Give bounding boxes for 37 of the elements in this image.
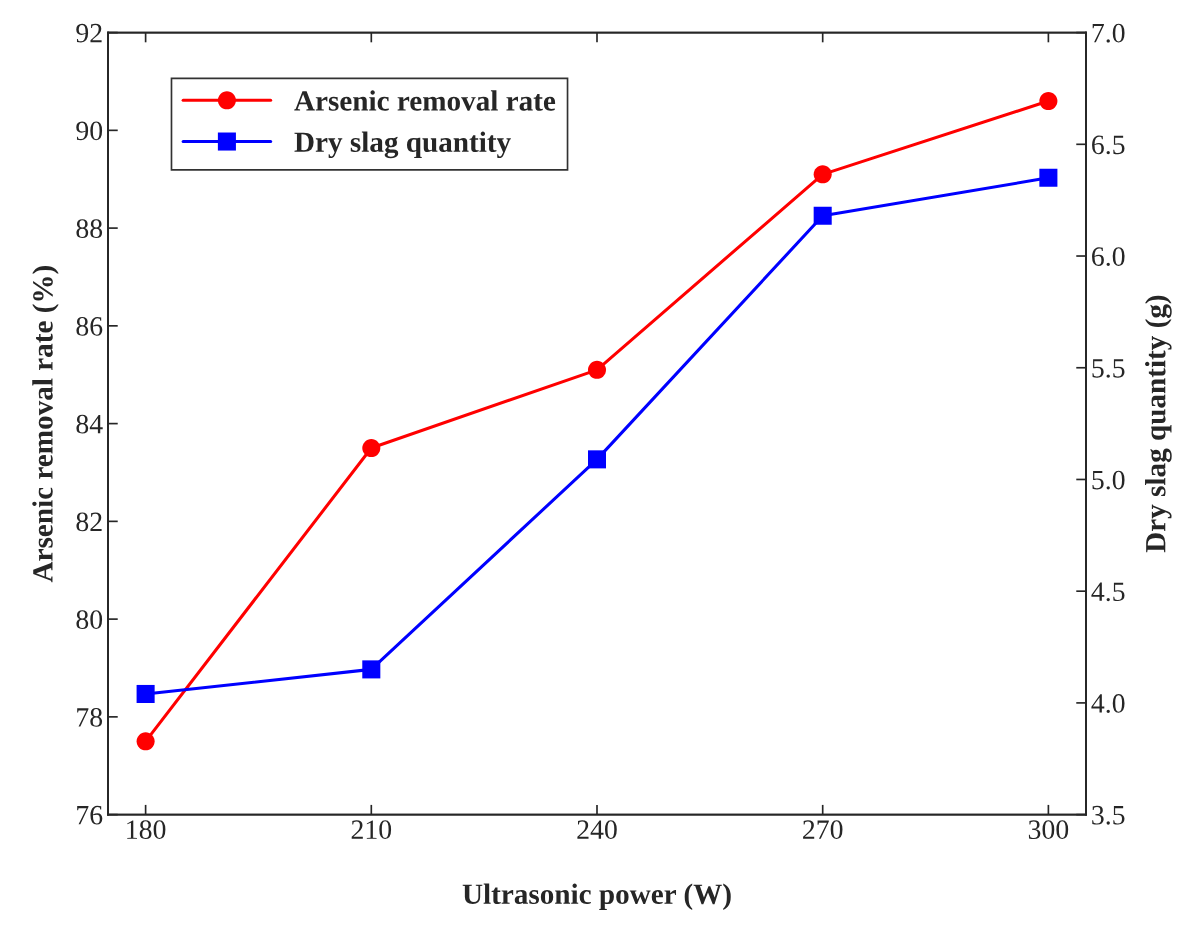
legend-label: Dry slag quantity: [294, 131, 511, 159]
y2-tick-label: 4.5: [1091, 582, 1125, 602]
y2-tick-label: 3.5: [1092, 805, 1125, 825]
point: [362, 439, 381, 458]
y-tick-label: 86: [76, 317, 103, 336]
y2-axis-title: Dry slag quantity (g): [1145, 295, 1172, 553]
y2-tick-label: 4.0: [1091, 694, 1125, 713]
point: [813, 165, 832, 184]
point: [136, 732, 155, 751]
y-tick-label: 82: [76, 512, 102, 532]
y-tick-label: 88: [76, 219, 103, 239]
y-axis-title: Arsenic removal rate (%): [32, 266, 59, 583]
x-axis-title: Ultrasonic power (W): [462, 883, 731, 911]
y2-tick-label: 5.0: [1092, 470, 1125, 490]
point: [587, 360, 607, 379]
y2-tick-label: 6.5: [1092, 135, 1125, 155]
y-tick-label: 76: [77, 805, 103, 825]
point: [1039, 168, 1058, 187]
point: [587, 450, 607, 469]
y-tick-label: 78: [77, 708, 103, 727]
x-tick-label: 270: [803, 820, 843, 840]
point: [362, 660, 381, 679]
point: [1039, 91, 1058, 111]
x-tick-label: 300: [1028, 820, 1069, 840]
y-tick-label: 80: [76, 610, 103, 630]
y2-tick-label: 5.5: [1092, 359, 1125, 378]
y2-tick-label: 7.0: [1092, 23, 1125, 43]
x-tick-label: 240: [577, 820, 617, 840]
y-tick-label: 92: [76, 23, 102, 43]
x-tick-label: 210: [351, 820, 392, 840]
y-tick-label: 90: [76, 121, 103, 141]
y2-tick-label: 6.0: [1092, 247, 1125, 267]
point: [813, 206, 832, 225]
legend-label: Arsenic removal rate: [294, 90, 556, 111]
point: [136, 684, 155, 703]
y-tick-label: 84: [76, 414, 103, 434]
x-tick-label: 180: [127, 820, 166, 840]
